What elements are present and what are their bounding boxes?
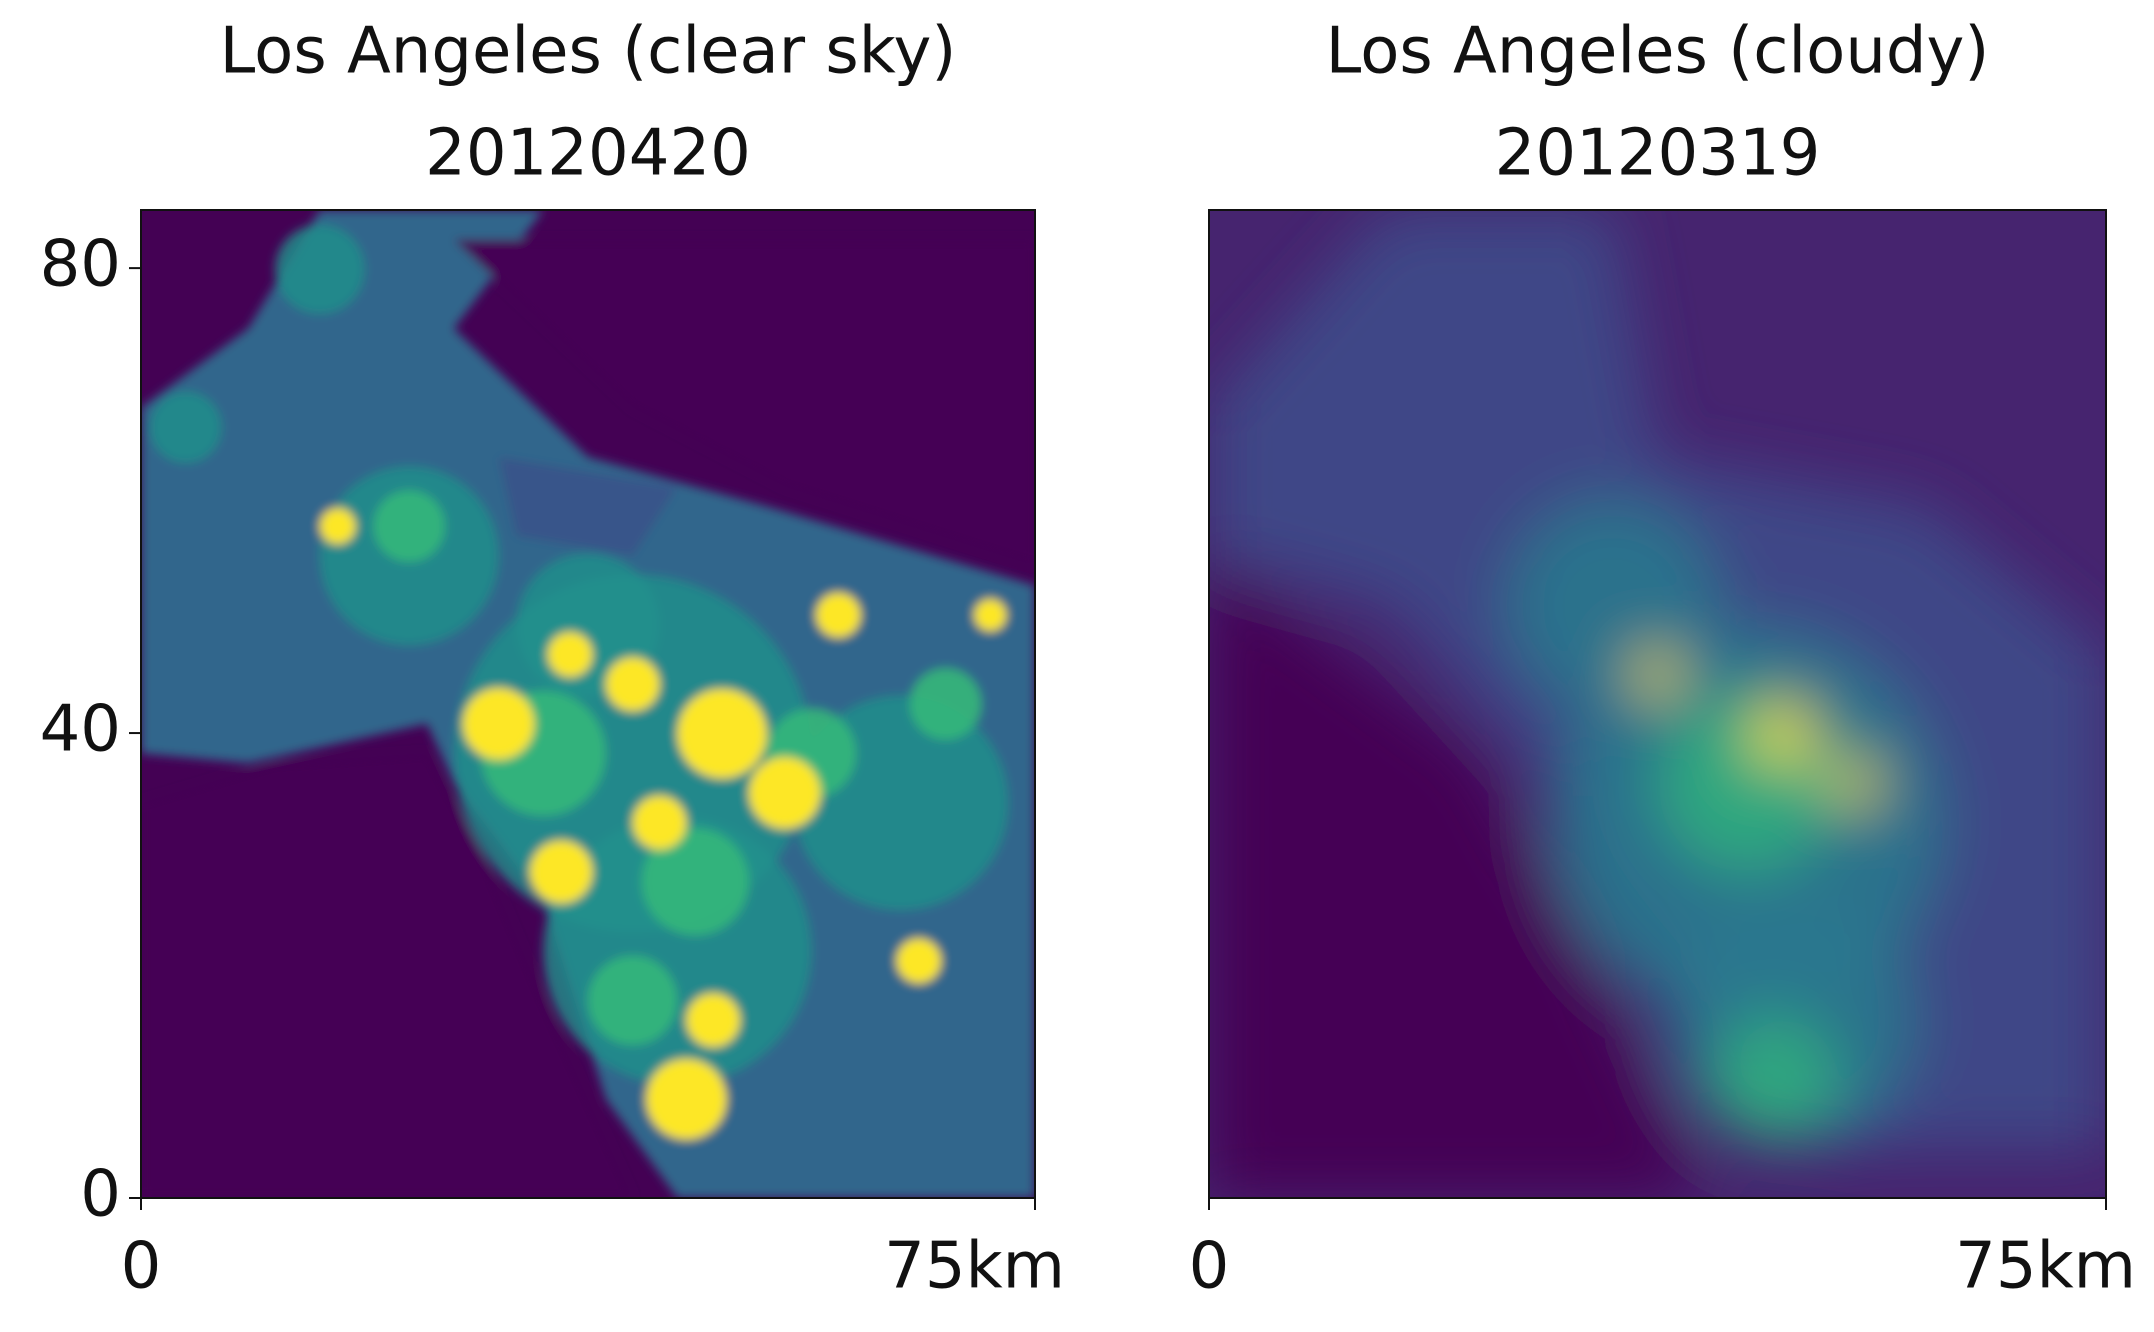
heatmap-layer [1209, 210, 2106, 1198]
heatmap-blob [632, 795, 687, 850]
y-tick-label: 0 [80, 1158, 121, 1232]
heatmap-blob [605, 657, 660, 712]
heatmap-region [498, 457, 678, 556]
panel-subtitle: 20120420 [425, 117, 751, 191]
heatmap-blob [641, 828, 749, 936]
heatmap-region [1209, 555, 1703, 1198]
x-tick-label: 75km [884, 1230, 1065, 1304]
y-tick-label: 40 [40, 693, 121, 767]
x-tick-label: 0 [121, 1230, 162, 1304]
panel-title: Los Angeles (clear sky) [220, 15, 957, 89]
heatmap-blob [588, 955, 678, 1046]
heatmap-blob [677, 688, 767, 779]
heatmap-blob [1751, 702, 1815, 766]
heatmap-blob [896, 938, 942, 984]
heatmap-blob [686, 993, 740, 1047]
heatmap [141, 210, 1035, 1198]
heatmap-blob [1832, 760, 1878, 806]
axes-frame [140, 209, 1036, 1199]
heatmap [1209, 210, 2106, 1198]
panel-title: Los Angeles (cloudy) [1326, 15, 1990, 89]
heatmap-blob [1711, 1016, 1837, 1143]
heatmap-blob [1505, 497, 1721, 713]
panel-subtitle: 20120319 [1495, 117, 1821, 191]
y-tick-label: 80 [40, 228, 121, 302]
x-tick-label: 0 [1189, 1230, 1230, 1304]
heatmap-blob [748, 757, 821, 829]
heatmap-blob [529, 840, 593, 904]
heatmap-blob [373, 490, 445, 562]
heatmap-blob [646, 1058, 727, 1140]
heatmap-blob [275, 224, 365, 314]
heatmap-blob [149, 391, 222, 464]
x-tick-label: 75km [1955, 1230, 2136, 1304]
heatmap-blob [547, 632, 593, 677]
heatmap-blob [974, 598, 1007, 632]
axes-frame [1208, 209, 2107, 1199]
heatmap-blob [909, 668, 982, 740]
heatmap-region [141, 753, 633, 1198]
heatmap-region [453, 239, 1035, 566]
heatmap-blob [462, 688, 535, 760]
heatmap-blob [319, 508, 356, 545]
heatmap-layer [141, 210, 1035, 1198]
heatmap-blob [1635, 651, 1680, 697]
heatmap-blob [815, 592, 861, 638]
